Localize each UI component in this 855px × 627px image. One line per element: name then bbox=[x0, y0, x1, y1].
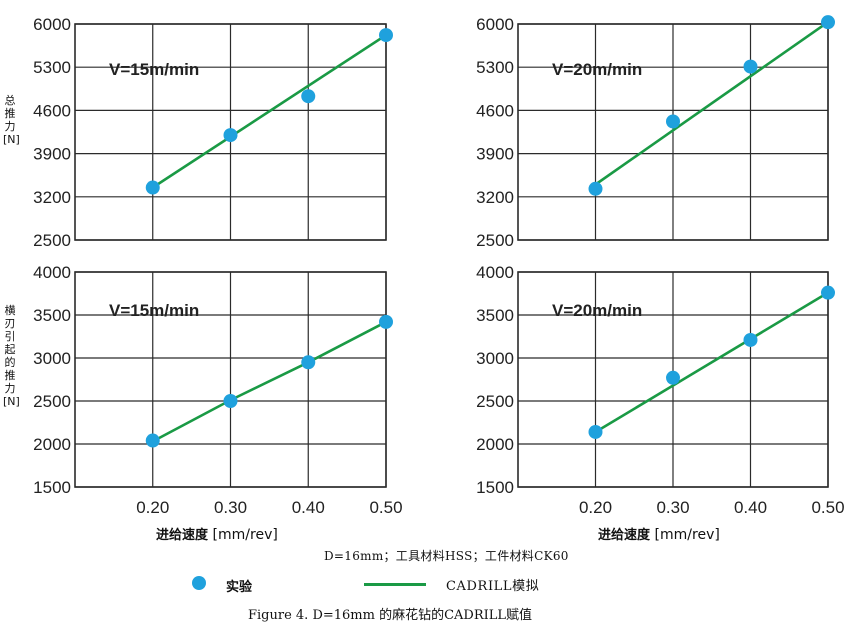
x-tick-label: 0.30 bbox=[656, 498, 689, 517]
experiment-data-point bbox=[743, 59, 758, 74]
x-tick-label: 0.30 bbox=[214, 498, 247, 517]
x-axis-label-text: 进给速度 bbox=[156, 528, 209, 543]
y-tick-label: 4000 bbox=[476, 263, 514, 282]
x-tick-label: 0.20 bbox=[579, 498, 612, 517]
y-tick-label: 3900 bbox=[33, 145, 71, 164]
x-tick-label: 0.20 bbox=[136, 498, 169, 517]
x-axis-label-text: 进给速度 bbox=[598, 528, 651, 543]
speed-annotation: V=20m/min bbox=[552, 60, 642, 79]
y-tick-label: 2000 bbox=[476, 435, 514, 454]
simulation-series-line bbox=[152, 34, 387, 189]
x-tick-label: 0.40 bbox=[734, 498, 767, 517]
y-tick-label: 3000 bbox=[33, 349, 71, 368]
experiment-data-point bbox=[145, 433, 160, 448]
y-tick-label: 5300 bbox=[33, 58, 71, 77]
experiment-data-point bbox=[743, 332, 758, 347]
experiment-data-point bbox=[301, 355, 316, 370]
x-axis-label-right: 进给速度 [mm/rev] bbox=[598, 524, 720, 543]
experiment-data-point bbox=[145, 180, 160, 195]
experiment-data-point bbox=[379, 314, 393, 329]
y-tick-label: 2500 bbox=[33, 392, 71, 411]
y-tick-label: 5300 bbox=[476, 58, 514, 77]
y-tick-label: 2500 bbox=[476, 392, 514, 411]
legend-experiment-marker bbox=[192, 576, 206, 590]
speed-annotation: V=15m/min bbox=[109, 301, 199, 320]
experiment-data-point bbox=[821, 15, 835, 30]
simulation-series-line bbox=[152, 320, 387, 443]
y-tick-label: 2000 bbox=[33, 435, 71, 454]
y-tick-label: 4600 bbox=[476, 101, 514, 120]
y-tick-label: 3200 bbox=[476, 188, 514, 207]
x-tick-label: 0.40 bbox=[292, 498, 325, 517]
chart-panel-3: 4000 3500 3000 2500 2000 1500 0.20 0.30 0.40 0.50… bbox=[33, 263, 402, 517]
x-axis-label-unit: [mm/rev] bbox=[212, 527, 278, 543]
speed-annotation: V=15m/min bbox=[109, 60, 199, 79]
y-tick-label: 1500 bbox=[33, 478, 71, 497]
legend-simulation-line bbox=[364, 583, 426, 586]
chart-panel-1: 6000 5300 4600 3900 3200 2500 V=15m/min bbox=[33, 15, 393, 250]
y-tick-label: 3200 bbox=[33, 188, 71, 207]
experiment-data-point bbox=[379, 28, 393, 43]
legend-simulation-label: CADRILL模拟 bbox=[446, 579, 540, 594]
plot-frame bbox=[74, 271, 387, 488]
plot-frame bbox=[517, 271, 829, 488]
experiment-data-point bbox=[301, 89, 316, 104]
experiment-data-point bbox=[666, 370, 680, 385]
figure-caption: Figure 4. D=16mm 的麻花钻的CADRILL赋值 bbox=[248, 608, 533, 623]
chart-panel-4: 4000 3500 3000 2500 2000 1500 0.20 0.30 0.40 0.50… bbox=[476, 263, 844, 517]
y-tick-label: 2500 bbox=[476, 231, 514, 250]
y-axis-label-total-thrust: 总推力[N] bbox=[3, 94, 20, 146]
experiment-data-point bbox=[666, 114, 680, 129]
y-tick-label: 3900 bbox=[476, 145, 514, 164]
plot-frame bbox=[74, 23, 387, 241]
y-tick-label: 3000 bbox=[476, 349, 514, 368]
plot-frame bbox=[517, 23, 829, 241]
y-axis-label-chisel-thrust: 横刃引起的推力[N] bbox=[3, 304, 20, 408]
experiment-data-point bbox=[223, 394, 238, 408]
experiment-data-point bbox=[821, 285, 835, 300]
chart-panel-2: 6000 5300 4600 3900 3200 2500 V=20m/min bbox=[476, 15, 835, 250]
simulation-series-line bbox=[594, 291, 829, 434]
x-tick-label: 0.50 bbox=[369, 498, 402, 517]
simulation-series-line bbox=[594, 21, 829, 186]
experiment-data-point bbox=[223, 128, 238, 143]
x-tick-label: 0.50 bbox=[811, 498, 844, 517]
x-axis-label-left: 进给速度 [mm/rev] bbox=[156, 524, 278, 543]
x-axis-label-unit: [mm/rev] bbox=[654, 527, 720, 543]
y-tick-label: 4600 bbox=[33, 101, 71, 120]
y-tick-label: 1500 bbox=[476, 478, 514, 497]
y-tick-label: 6000 bbox=[476, 15, 514, 34]
speed-annotation: V=20m/min bbox=[552, 301, 642, 320]
y-tick-label: 2500 bbox=[33, 231, 71, 250]
experiment-data-point bbox=[588, 181, 603, 196]
y-tick-label: 3500 bbox=[33, 306, 71, 325]
test-condition-text: D=16mm；工具材料HSS；工件材料CK60 bbox=[324, 549, 569, 563]
y-tick-label: 6000 bbox=[33, 15, 71, 34]
legend-experiment-label: 实验 bbox=[226, 580, 253, 595]
y-tick-label: 4000 bbox=[33, 263, 71, 282]
y-tick-label: 3500 bbox=[476, 306, 514, 325]
experiment-data-point bbox=[588, 424, 603, 439]
